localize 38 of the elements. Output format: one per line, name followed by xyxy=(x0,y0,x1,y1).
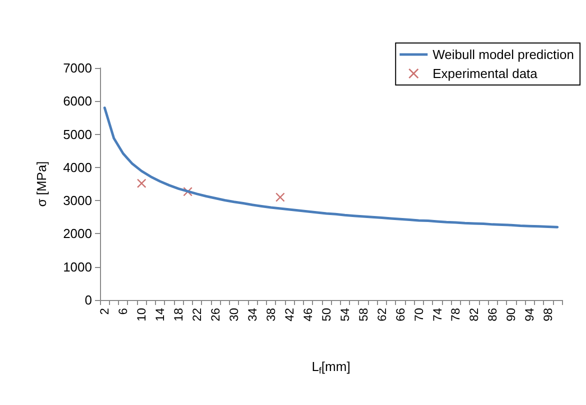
x-tick-label: 90 xyxy=(504,308,518,322)
x-tick-label: 22 xyxy=(190,308,204,322)
x-tick-label: 70 xyxy=(412,308,426,322)
x-tick-label: 38 xyxy=(264,308,278,322)
x-tick-label: 30 xyxy=(226,308,241,322)
x-tick-label: 6 xyxy=(116,308,130,315)
x-tick-label: 42 xyxy=(282,308,296,322)
x-tick-label: 82 xyxy=(467,308,482,322)
y-axis-title: σ [MPa] xyxy=(34,161,49,207)
legend-label: Weibull model prediction xyxy=(432,47,574,62)
legend-label: Experimental data xyxy=(432,66,538,81)
y-tick-label: 6000 xyxy=(63,94,92,109)
x-tick-label: 10 xyxy=(134,308,149,322)
x-tick-label: 66 xyxy=(393,308,408,322)
y-tick-label: 5000 xyxy=(63,126,92,142)
y-tick-label: 0 xyxy=(84,292,92,308)
x-tick-label: 86 xyxy=(486,308,500,322)
point xyxy=(137,178,146,188)
y-tick-label: 2000 xyxy=(63,226,92,242)
y-tick-label: 4000 xyxy=(63,160,92,175)
y-tick-label: 7000 xyxy=(63,60,92,76)
x-tick-label: 78 xyxy=(448,308,463,322)
x-tick-label: 74 xyxy=(430,308,444,322)
x-tick-label: 50 xyxy=(319,308,334,322)
x-tick-label: 58 xyxy=(356,308,370,322)
x-tick-label: 46 xyxy=(300,308,315,322)
line-series xyxy=(103,106,559,228)
x-tick-label: 2 xyxy=(98,308,112,315)
x-tick-label: 34 xyxy=(245,308,260,322)
x-tick-label: 94 xyxy=(522,308,537,322)
x-tick-label: 98 xyxy=(541,308,556,322)
y-tick-label: 3000 xyxy=(63,193,92,208)
x-tick-label: 62 xyxy=(374,308,389,322)
x-tick-label: 54 xyxy=(338,308,352,322)
y-tick-label: 1000 xyxy=(63,259,92,274)
x-tick-label: 26 xyxy=(208,308,222,322)
x-tick-label: 18 xyxy=(172,308,186,322)
x-tick-label: 14 xyxy=(153,308,168,322)
